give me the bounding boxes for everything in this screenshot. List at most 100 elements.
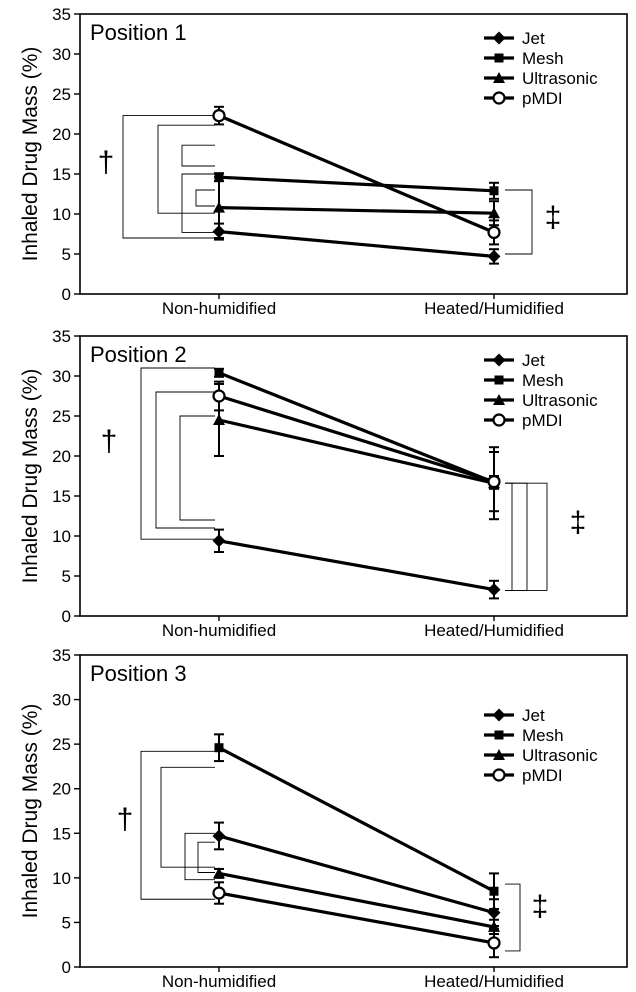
legend-entry-jet: Jet xyxy=(484,706,545,725)
series-pmdi xyxy=(212,881,501,959)
double-dagger-annotation: ‡ xyxy=(532,890,549,923)
legend-label: Jet xyxy=(522,706,545,725)
series-line xyxy=(218,206,495,215)
x-tick-label: Non-humidified xyxy=(162,972,276,991)
legend-marker xyxy=(494,53,504,63)
legend-marker xyxy=(494,730,504,740)
legend-marker xyxy=(493,394,505,405)
series-ultrasonic xyxy=(213,383,500,521)
data-point xyxy=(212,886,226,900)
plot-frame xyxy=(79,335,628,617)
significance-bracket xyxy=(140,367,215,540)
data-point xyxy=(487,249,501,263)
legend-marker xyxy=(493,749,505,760)
legend-label: pMDI xyxy=(522,89,563,108)
legend-label: pMDI xyxy=(522,766,563,785)
chart-title: Position 1 xyxy=(90,20,187,45)
x-tick-label: Non-humidified xyxy=(162,299,276,318)
significance-bracket xyxy=(505,482,548,591)
y-tick-label: 15 xyxy=(52,165,71,184)
y-tick-label: 25 xyxy=(52,735,71,754)
significance-bracket xyxy=(505,482,528,591)
x-tick-label: Heated/Humidified xyxy=(424,621,564,640)
series-pmdi xyxy=(212,380,501,513)
series-line xyxy=(218,371,495,484)
significance-bracket xyxy=(122,115,215,239)
series-jet xyxy=(212,821,501,927)
legend-label: Mesh xyxy=(522,726,564,745)
legend-entry-jet: Jet xyxy=(484,351,545,370)
chart-panel-1: 0 5 10 15 20 25 30 35 Inhaled Drug Mass (%) Non-h… xyxy=(19,5,628,318)
dagger-annotation: † xyxy=(117,803,134,836)
legend-label: Ultrasonic xyxy=(522,69,598,88)
y-axis-label: Inhaled Drug Mass (%) xyxy=(19,47,42,262)
dagger-annotation: † xyxy=(101,425,118,458)
legend-entry-ultrasonic: Ultrasonic xyxy=(484,69,598,88)
significance-bracket xyxy=(181,173,215,233)
chart-title: Position 2 xyxy=(90,342,187,367)
legend-label: Ultrasonic xyxy=(522,746,598,765)
legend-marker xyxy=(492,413,506,427)
data-point xyxy=(213,867,225,879)
y-axis-label: Inhaled Drug Mass (%) xyxy=(19,704,42,919)
significance-bracket xyxy=(197,841,215,873)
legend-entry-ultrasonic: Ultrasonic xyxy=(484,746,598,765)
legend-marker xyxy=(494,375,504,385)
legend-label: Jet xyxy=(522,29,545,48)
double-dagger-annotation: ‡ xyxy=(545,201,562,234)
significance-bracket xyxy=(160,766,215,868)
y-tick-label: 20 xyxy=(52,125,71,144)
y-tick-label: 35 xyxy=(52,327,71,346)
significance-bracket xyxy=(184,832,215,881)
y-tick-label: 25 xyxy=(52,85,71,104)
series-mesh xyxy=(214,733,499,911)
y-tick-label: 35 xyxy=(52,5,71,24)
data-point xyxy=(487,475,501,489)
series-pmdi xyxy=(212,105,501,246)
legend-entry-mesh: Mesh xyxy=(484,726,564,745)
y-tick-label: 0 xyxy=(62,607,71,626)
y-tick-label: 20 xyxy=(52,447,71,466)
data-point xyxy=(213,414,225,425)
dagger-annotation: † xyxy=(98,146,115,179)
legend-label: Jet xyxy=(522,351,545,370)
significance-bracket xyxy=(505,189,533,255)
legend-entry-pmdi: pMDI xyxy=(484,411,563,430)
legend-entry-mesh: Mesh xyxy=(484,49,564,68)
y-tick-label: 25 xyxy=(52,407,71,426)
series-line xyxy=(218,746,495,893)
series-jet xyxy=(212,528,501,600)
legend-label: Mesh xyxy=(522,49,564,68)
legend-marker xyxy=(492,31,506,45)
data-point xyxy=(487,583,501,597)
legend-marker xyxy=(492,708,506,722)
significance-bracket xyxy=(181,144,215,167)
series-line xyxy=(218,114,495,234)
data-point xyxy=(489,886,499,896)
chart-panel-3: 0 5 10 15 20 25 30 35 Inhaled Drug Mass (%) Non-h… xyxy=(19,646,628,991)
series-mesh xyxy=(214,172,499,200)
data-point xyxy=(487,225,501,239)
legend-label: Mesh xyxy=(522,371,564,390)
series-line xyxy=(218,891,495,945)
legend-marker xyxy=(492,768,506,782)
y-axis-label: Inhaled Drug Mass (%) xyxy=(19,369,42,584)
plot-frame xyxy=(79,13,628,295)
data-point xyxy=(212,534,226,548)
significance-bracket xyxy=(155,391,215,529)
data-point xyxy=(212,108,226,123)
x-tick-label: Heated/Humidified xyxy=(424,972,564,991)
legend-entry-mesh: Mesh xyxy=(484,371,564,390)
series-line xyxy=(218,834,495,915)
legend-marker xyxy=(492,353,506,367)
y-tick-label: 30 xyxy=(52,45,71,64)
plot-frame xyxy=(79,654,628,968)
significance-bracket xyxy=(505,883,521,952)
significance-bracket xyxy=(505,482,513,591)
data-point xyxy=(214,368,224,378)
legend-entry-pmdi: pMDI xyxy=(484,89,563,108)
y-tick-label: 30 xyxy=(52,367,71,386)
chart-title: Position 3 xyxy=(90,661,187,686)
data-point xyxy=(212,389,226,403)
